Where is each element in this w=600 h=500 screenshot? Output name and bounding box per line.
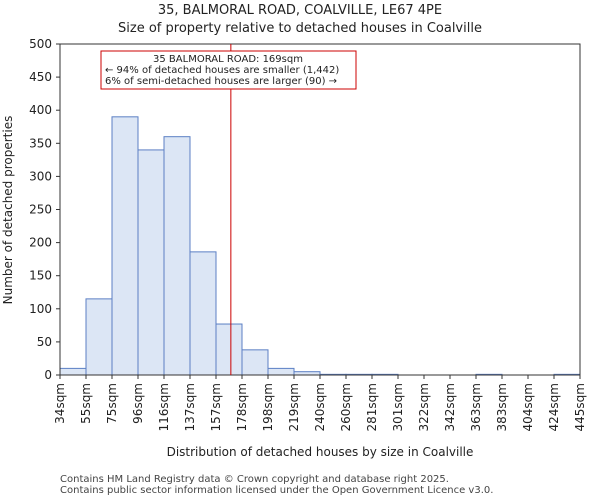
y-tick-label: 400 <box>29 103 52 117</box>
x-tick-label: 116sqm <box>157 383 171 431</box>
x-tick-label: 281sqm <box>365 383 379 431</box>
x-tick-label: 96sqm <box>131 383 145 424</box>
x-axis: 34sqm 55sqm 75sqm 96sqm 116sqm 137sqm 157sqm 17… <box>53 375 587 431</box>
x-tick-label: 424sqm <box>547 383 561 431</box>
annotation-line-2: ← 94% of detached houses are smaller (1,… <box>105 65 339 76</box>
x-tick-label: 445sqm <box>573 383 587 431</box>
x-tick-label: 75sqm <box>105 383 119 424</box>
bar <box>59 367 87 376</box>
plot-frame <box>59 43 581 376</box>
x-tick-label: 363sqm <box>469 383 483 431</box>
x-axis-label: Distribution of detached houses by size … <box>167 445 474 459</box>
y-tick-label: 350 <box>29 136 52 150</box>
bar <box>111 116 139 376</box>
x-tick-label: 157sqm <box>209 383 223 431</box>
x-tick-label: 198sqm <box>261 383 275 431</box>
chart-subtitle: Size of property relative to detached ho… <box>118 21 482 36</box>
y-tick-label: 200 <box>29 236 52 250</box>
bar <box>85 298 113 376</box>
x-tick-label: 219sqm <box>287 383 301 431</box>
x-tick-label: 404sqm <box>521 383 535 431</box>
footer-line-2: Contains public sector information licen… <box>60 485 493 496</box>
bar <box>137 149 165 376</box>
annotation-line-3: 6% of semi-detached houses are larger (9… <box>105 76 337 87</box>
bar <box>215 323 243 376</box>
x-tick-label: 342sqm <box>443 383 457 431</box>
x-tick-label: 34sqm <box>53 383 67 424</box>
bar <box>241 349 269 376</box>
annotation-box: 35 BALMORAL ROAD: 169sqm ← 94% of detach… <box>100 50 357 90</box>
bar <box>163 136 191 376</box>
x-tick-label: 301sqm <box>391 383 405 431</box>
y-axis: 0 50 100 150 200 250 300 350 400 450 500 <box>29 37 60 382</box>
y-tick-label: 50 <box>37 335 52 349</box>
y-tick-label: 0 <box>44 368 52 382</box>
y-tick-label: 250 <box>29 203 52 217</box>
y-tick-label: 300 <box>29 169 52 183</box>
x-tick-label: 178sqm <box>235 383 249 431</box>
x-tick-label: 137sqm <box>183 383 197 431</box>
annotation-line-1: 35 BALMORAL ROAD: 169sqm <box>153 54 303 65</box>
y-tick-label: 500 <box>29 37 52 51</box>
y-tick-label: 100 <box>29 302 52 316</box>
x-tick-label: 240sqm <box>313 383 327 431</box>
x-tick-label: 322sqm <box>417 383 431 431</box>
chart-title: 35, BALMORAL ROAD, COALVILLE, LE67 4PE <box>158 3 442 18</box>
footer-line-1: Contains HM Land Registry data © Crown c… <box>60 474 449 485</box>
y-tick-label: 150 <box>29 269 52 283</box>
bars <box>59 116 581 376</box>
bar <box>267 367 295 376</box>
y-tick-label: 450 <box>29 70 52 84</box>
bar <box>189 251 217 376</box>
y-axis-label: Number of detached properties <box>1 116 15 305</box>
x-tick-label: 55sqm <box>79 383 93 424</box>
x-tick-label: 383sqm <box>495 383 509 431</box>
x-tick-label: 260sqm <box>339 383 353 431</box>
